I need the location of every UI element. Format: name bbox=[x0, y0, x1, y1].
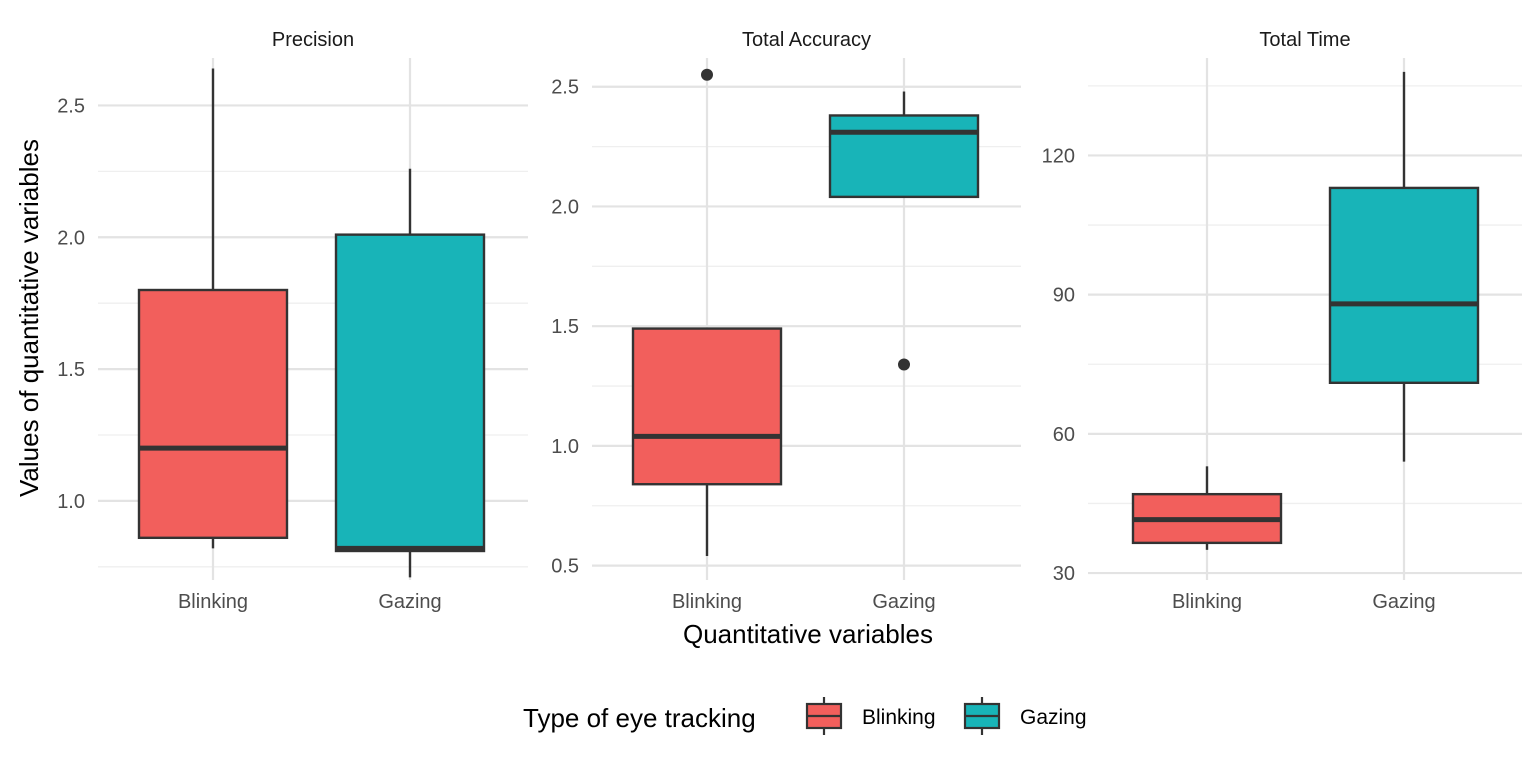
x-tick-label: Blinking bbox=[1172, 591, 1242, 613]
legend-item-gazing: Gazing bbox=[963, 697, 1087, 735]
y-tick-label: 2.5 bbox=[551, 77, 579, 99]
y-tick-label: 1.5 bbox=[551, 316, 579, 338]
x-tick-label: Gazing bbox=[378, 591, 441, 613]
y-tick-label: 2.0 bbox=[57, 227, 85, 249]
legend-label: Gazing bbox=[1020, 706, 1087, 729]
y-tick-label: 2.0 bbox=[551, 196, 579, 218]
y-tick-label: 2.5 bbox=[57, 95, 85, 117]
x-tick-label: Blinking bbox=[178, 591, 248, 613]
x-axis-title: Quantitative variables bbox=[683, 619, 933, 649]
legend-title: Type of eye tracking bbox=[523, 703, 756, 733]
iqr-box bbox=[334, 233, 486, 553]
panel-title: Total Time bbox=[1259, 29, 1350, 51]
box-blinking bbox=[631, 68, 783, 557]
legend-keys: Blinking Gazing bbox=[805, 697, 1087, 735]
y-tick-label: 1.0 bbox=[551, 436, 579, 458]
y-tick-label: 1.5 bbox=[57, 359, 85, 381]
panel-title: Precision bbox=[272, 29, 354, 51]
panel-title: Total Accuracy bbox=[742, 29, 871, 51]
y-tick-label: 90 bbox=[1053, 285, 1075, 307]
box-gazing bbox=[334, 168, 486, 578]
panels-layer: 1.0 1.5 2.0 2.5 Precision Blinking Gazing 0.5 1.… bbox=[57, 29, 1522, 613]
iqr-box bbox=[1328, 186, 1480, 385]
y-tick-label: 60 bbox=[1053, 424, 1075, 446]
box-gazing bbox=[828, 91, 980, 371]
x-tick-label: Blinking bbox=[672, 591, 742, 613]
x-tick-label: Gazing bbox=[1372, 591, 1435, 613]
y-tick-label: 30 bbox=[1053, 563, 1075, 585]
legend-item-blinking: Blinking bbox=[805, 697, 936, 735]
y-tick-label: 120 bbox=[1042, 145, 1075, 167]
box-blinking bbox=[137, 68, 289, 549]
outlier-point bbox=[898, 358, 910, 371]
y-tick-label: 1.0 bbox=[57, 491, 85, 513]
panel-1: 0.5 1.0 1.5 2.0 2.5 Total Accuracy Blinking Gaz… bbox=[551, 29, 1021, 613]
box-gazing bbox=[1328, 71, 1480, 462]
panel-2: 30 60 90 120 Total Time Blinking Gazing bbox=[1042, 29, 1522, 613]
outlier-point bbox=[701, 68, 713, 81]
y-tick-label: 0.5 bbox=[551, 556, 579, 578]
iqr-box bbox=[137, 288, 289, 540]
box-blinking bbox=[1131, 466, 1283, 550]
legend-label: Blinking bbox=[862, 706, 936, 729]
iqr-box bbox=[631, 327, 783, 486]
legend: Type of eye tracking Blinking Gazing bbox=[523, 697, 1087, 735]
panel-0: 1.0 1.5 2.0 2.5 Precision Blinking Gazing bbox=[57, 29, 528, 613]
x-tick-label: Gazing bbox=[872, 591, 935, 613]
y-axis-title: Values of quantitative variables bbox=[14, 139, 44, 497]
iqr-box bbox=[828, 114, 980, 199]
